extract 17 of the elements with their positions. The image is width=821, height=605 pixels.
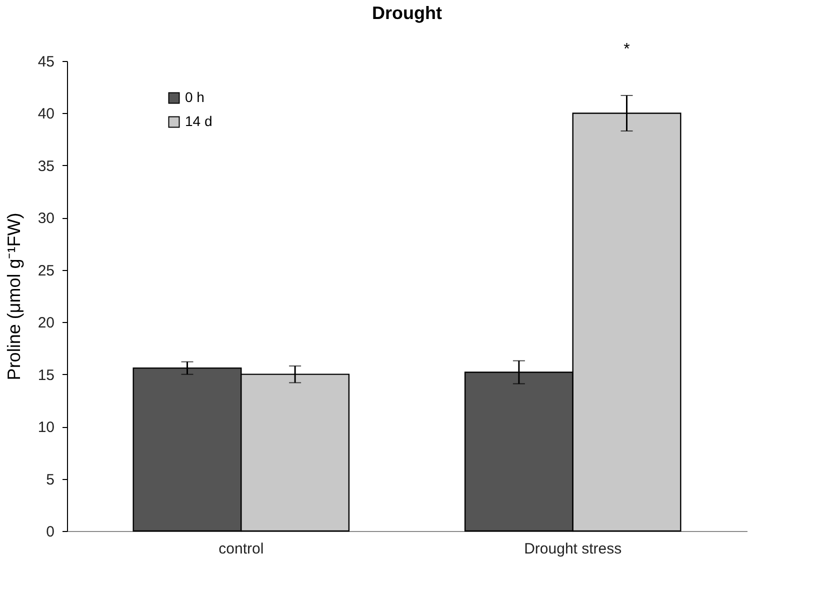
y-tick-label: 5 bbox=[46, 471, 54, 488]
y-tick-label: 0 bbox=[46, 524, 54, 540]
y-tick-label: 20 bbox=[38, 314, 54, 332]
legend-label: 0 h bbox=[185, 89, 204, 105]
x-tick-label: Drought stress bbox=[524, 540, 622, 558]
chart-title: Drought bbox=[372, 3, 442, 23]
y-tick-label: 15 bbox=[38, 366, 54, 384]
y-tick-label: 30 bbox=[38, 210, 54, 228]
y-tick-label: 10 bbox=[38, 419, 54, 436]
y-tick-label: 25 bbox=[38, 262, 54, 280]
y-axis-title: Proline (μmol g⁻¹FW) bbox=[4, 212, 24, 380]
y-tick-label: 45 bbox=[38, 54, 54, 70]
x-tick-label: control bbox=[218, 540, 264, 558]
y-tick-label: 35 bbox=[38, 158, 54, 175]
text: * bbox=[624, 41, 630, 58]
y-tick-label: 40 bbox=[38, 106, 54, 123]
legend-label: 14 d bbox=[185, 113, 212, 129]
